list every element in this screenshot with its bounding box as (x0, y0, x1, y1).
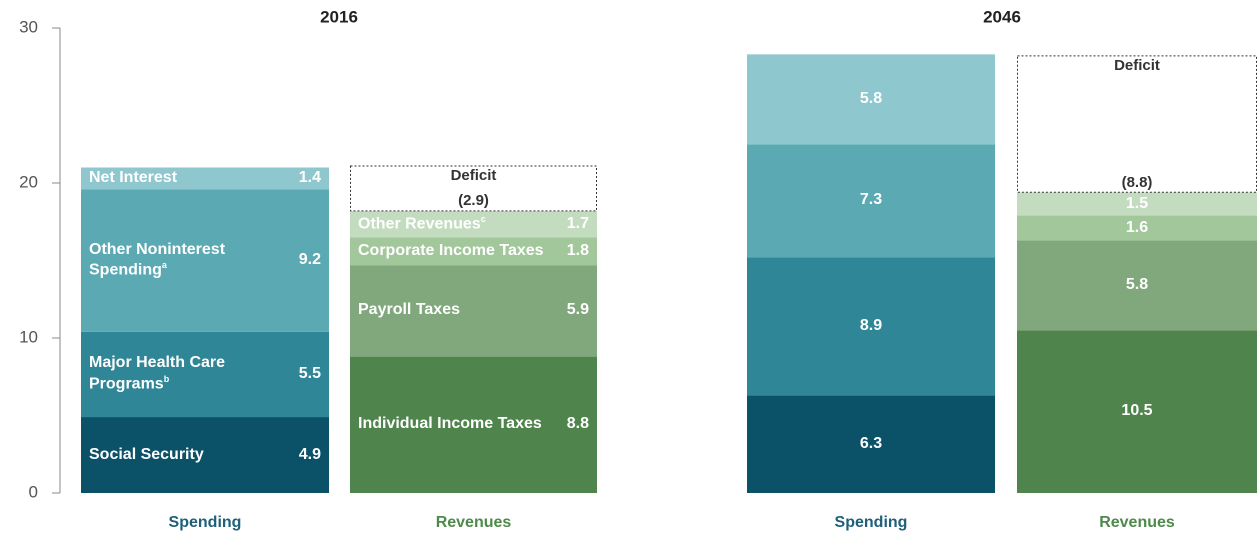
segment-label: 7.3 (747, 144, 995, 257)
category-label: Revenues (436, 514, 512, 531)
segment-name: Deficit (451, 166, 497, 191)
segment-value: 9.2 (298, 251, 321, 269)
bar-segment (747, 395, 995, 493)
segment-name: Corporate Income Taxes (358, 241, 567, 262)
segment-value: 6.3 (859, 434, 883, 452)
bar-segment (81, 417, 329, 493)
segment-label: 1.5 (1017, 192, 1257, 215)
segment-value: 5.8 (859, 89, 883, 107)
segment-note: c (480, 213, 486, 224)
segment-label: Payroll Taxes 5.9 (350, 265, 597, 356)
bar-segment (350, 210, 597, 238)
segment-value: 5.8 (1125, 275, 1149, 293)
segment-value: 5.9 (566, 301, 589, 319)
segment-label: 10.5 (1017, 330, 1257, 493)
category-label: Spending (835, 514, 908, 531)
segment-name-text: Payroll Taxes (358, 301, 460, 319)
segment-label: Corporate Income Taxes 1.8 (350, 237, 597, 265)
deficit-box (350, 165, 597, 212)
segment-name-text: Social Security (89, 445, 204, 463)
segment-value: 1.7 (566, 214, 589, 232)
y-tick-label: 0 (29, 482, 38, 501)
bar-segment (747, 257, 995, 396)
segment-label: Social Security 4.9 (81, 417, 329, 493)
segment-name: Payroll Taxes (358, 300, 567, 321)
segment-name-text: Major Health Care Programs (89, 354, 226, 393)
segment-name-text: Other Revenues (358, 214, 481, 232)
segment-value: (8.8) (1121, 173, 1153, 191)
segment-label: Major Health Care Programsb 5.5 (81, 332, 329, 417)
segment-label: Other Revenuesc 1.7 (350, 211, 597, 237)
segment-name: Deficit (1114, 56, 1160, 173)
bar-segment (747, 54, 995, 145)
segment-value: 1.6 (1125, 218, 1149, 236)
bar-segment (350, 265, 597, 357)
bar-segment (350, 237, 597, 266)
bar-segment (747, 144, 995, 258)
segment-value: 1.4 (298, 168, 321, 186)
segment-label: Other Noninterest Spendinga 9.2 (81, 189, 329, 332)
segment-name-text: Net Interest (89, 168, 178, 186)
bar-segment (81, 331, 329, 418)
segment-label: 1.6 (1017, 216, 1257, 241)
segment-name: Individual Income Taxes (358, 414, 567, 435)
bar-segment (1017, 215, 1257, 241)
bar-segment (81, 189, 329, 332)
segment-value: 4.9 (298, 445, 321, 463)
segment-name: Net Interest (89, 168, 299, 189)
panel-title: 2016 (320, 7, 358, 26)
segment-label: 6.3 (747, 395, 995, 493)
segment-value: 7.3 (859, 191, 883, 209)
segment-name-text: Individual Income Taxes (358, 415, 542, 433)
deficit-box (1017, 55, 1257, 193)
segment-value: (2.9) (458, 192, 489, 210)
bar-segment (81, 167, 329, 190)
segment-value: 8.9 (859, 316, 883, 334)
y-tick-label: 10 (19, 327, 38, 346)
segment-name: Other Revenuesc (358, 214, 567, 235)
segment-note: a (161, 260, 167, 271)
bar-segment (1017, 192, 1257, 216)
segment-name-text: Deficit (450, 166, 497, 184)
segment-label: 8.9 (747, 257, 995, 395)
segment-label: Deficit (8.8) (1017, 56, 1257, 192)
segment-name: Major Health Care Programsb (89, 353, 299, 395)
segment-label: 5.8 (1017, 240, 1257, 330)
segment-name-text: Corporate Income Taxes (358, 241, 544, 259)
segment-name: Social Security (89, 445, 299, 466)
y-tick-label: 30 (19, 17, 38, 36)
segment-name-text: Deficit (1114, 56, 1160, 74)
segment-label: Individual Income Taxes 8.8 (350, 357, 597, 493)
y-tick-label: 20 (19, 172, 38, 191)
segment-note: b (163, 374, 170, 385)
panel-title: 2046 (983, 7, 1021, 26)
bar-segment (350, 356, 597, 493)
bar-segment (1017, 330, 1257, 493)
segment-name-text: Other Noninterest Spending (89, 240, 226, 279)
category-label: Spending (169, 514, 242, 531)
segment-label: 5.8 (747, 54, 995, 144)
segment-label: Deficit (2.9) (350, 166, 597, 211)
segment-value: 10.5 (1121, 402, 1153, 420)
segment-label: Net Interest 1.4 (81, 168, 329, 190)
segment-value: 5.5 (298, 365, 321, 383)
segment-value: 1.5 (1125, 194, 1149, 212)
category-label: Revenues (1099, 514, 1175, 531)
bar-segment (1017, 240, 1257, 331)
segment-value: 1.8 (566, 241, 589, 259)
segment-value: 8.8 (566, 415, 589, 433)
segment-name: Other Noninterest Spendinga (89, 240, 299, 282)
